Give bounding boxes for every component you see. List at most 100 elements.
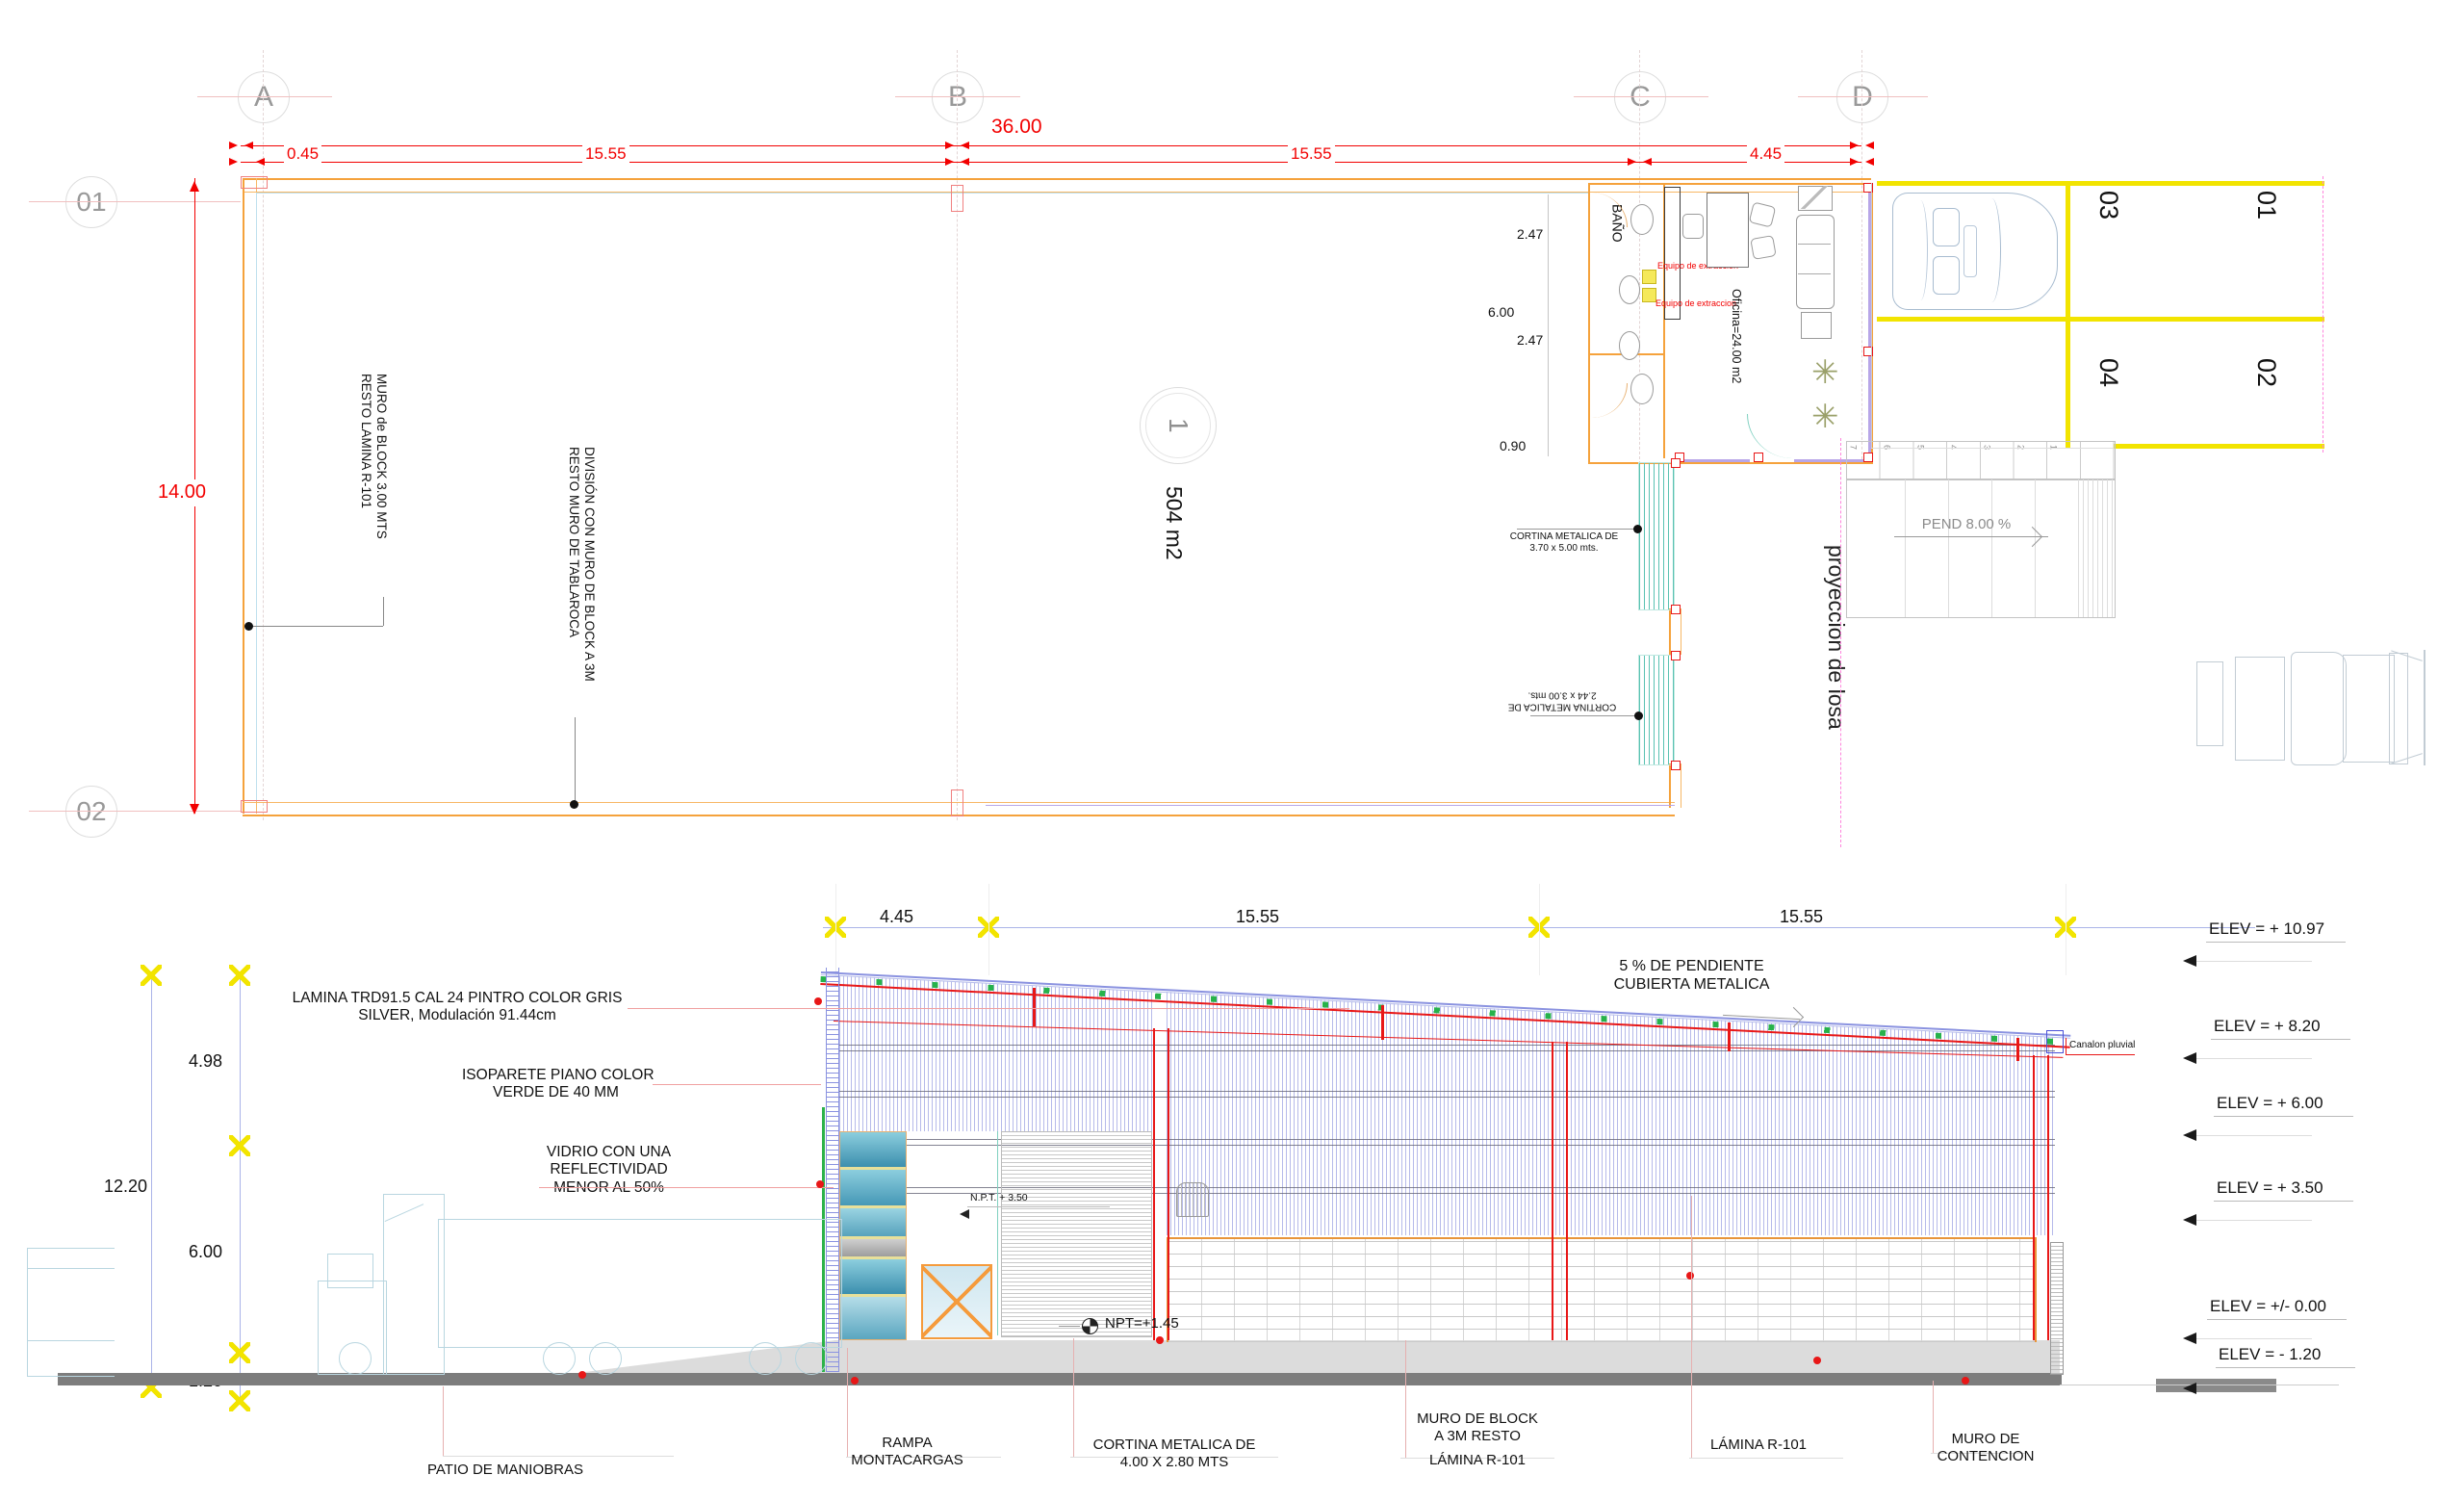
car-top-view — [1890, 191, 2060, 312]
label-line: A 3M RESTO — [1434, 1427, 1521, 1444]
chair — [1682, 214, 1704, 239]
wall-right-seg — [1669, 763, 1681, 808]
grid-bubble-b: B — [932, 71, 984, 123]
elev-arrow-icon — [2183, 1052, 2196, 1064]
toilet-2 — [1619, 331, 1640, 360]
footer-cortina: CORTINA METALICA DE 4.00 X 2.80 MTS — [1070, 1436, 1278, 1470]
block-wall — [1167, 1237, 2037, 1342]
note-line: SILVER, Modulación 91.44cm — [358, 1007, 556, 1024]
elev-dim-total: 12.20 — [104, 1177, 148, 1198]
shaft — [1664, 187, 1681, 320]
grid-bubble-a: A — [238, 71, 290, 123]
dim-mark — [229, 1135, 250, 1156]
roof-stub — [1033, 988, 1036, 1026]
grid-label: 02 — [76, 796, 107, 826]
note-line: CUBIERTA METALICA — [1613, 975, 1770, 993]
column — [1552, 1042, 1568, 1340]
extraction-label-1: Equipo de extraccion — [1657, 261, 1739, 271]
glass-curtainwall — [839, 1131, 907, 1340]
note-pendiente: 5 % DE PENDIENTE CUBIERTA METALICA — [1578, 958, 1805, 995]
elev-arrow-icon — [2183, 1129, 2196, 1141]
truck-partial — [27, 1248, 115, 1377]
parking-spot-02: 02 — [2251, 358, 2281, 388]
elev-arrow-icon — [2183, 1333, 2196, 1344]
label-line: CORTINA METALICA DE — [1509, 531, 1619, 542]
note-line: VIDRIO CON UNA — [546, 1144, 672, 1160]
ground-line — [58, 1373, 2062, 1385]
roof-stub — [1381, 1005, 1384, 1040]
section-marker-outer — [1140, 387, 1217, 464]
extraction-unit-1 — [1642, 270, 1656, 284]
stairs — [1846, 441, 2116, 480]
level-marker-icon — [1082, 1318, 1098, 1334]
elev-dim: 6.00 — [189, 1242, 223, 1263]
column-symbol — [241, 176, 268, 189]
label-line: 2.44 x 3.00 mts. — [1527, 689, 1597, 701]
column — [1153, 1028, 1169, 1340]
elev-dim: 4.98 — [189, 1051, 223, 1073]
elev-mark: ELEV = + 8.20 — [2214, 1017, 2321, 1035]
retaining-wall — [2050, 1242, 2064, 1375]
wall-left — [243, 178, 257, 814]
truck-side-view — [318, 1165, 842, 1377]
parking-line — [2066, 181, 2070, 448]
roof-stub — [2016, 1038, 2019, 1061]
dim-seg: 15.55 — [582, 144, 629, 165]
npt-350: N.P.T. + 3.50 — [970, 1192, 1028, 1203]
npt-arrow — [955, 1209, 969, 1219]
toilet-1 — [1619, 275, 1640, 304]
note-line: VERDE DE 40 MM — [493, 1084, 619, 1101]
truck-top-view — [2196, 631, 2464, 779]
office-partition — [1663, 185, 1665, 458]
note-line: RESTO MURO DE TABLAROCA — [566, 447, 581, 638]
note-muro-block: MURO de BLOCK 3.00 MTS RESTO LAMINA R-10… — [358, 374, 389, 539]
parking-line — [1877, 181, 2324, 186]
elev-mark: ELEV = + 3.50 — [2217, 1178, 2323, 1197]
office-area-label: Oficina=24.00 m2 — [1729, 289, 1743, 384]
footer-lamina: LÁMINA R-101 — [1709, 1436, 1808, 1453]
footer-contencion: MURO DE CONTENCION — [1911, 1431, 2061, 1464]
dim-seg: 15.55 — [1288, 144, 1335, 165]
tread-number: 3 — [1982, 445, 1992, 451]
tread-number: 5 — [1915, 445, 1926, 451]
wall-right-seg — [1669, 608, 1681, 655]
note-line: 5 % DE PENDIENTE — [1619, 958, 1764, 974]
cortina-strip-1 — [1638, 462, 1675, 610]
label-line: 3.70 x 5.00 mts. — [1529, 542, 1599, 554]
footer-muro-block: MURO DE BLOCK A 3M RESTO LÁMINA R-101 — [1400, 1410, 1554, 1469]
parking-line — [1877, 317, 2324, 322]
tread-number: 4 — [1948, 445, 1959, 451]
tread-number: 1 — [2048, 445, 2059, 451]
grid-bubble-01: 01 — [65, 176, 117, 228]
mullion-strip — [826, 968, 839, 1372]
ramp — [1846, 479, 2116, 618]
sofa — [1796, 215, 1835, 309]
dim-mark — [229, 1390, 250, 1411]
section-number: 1 — [1164, 418, 1194, 433]
dim-seg: 0.45 — [284, 144, 322, 165]
grid-label: 01 — [76, 187, 107, 217]
dim-left: 14.00 — [156, 479, 209, 506]
parking-spot-04: 04 — [2093, 358, 2123, 388]
cortina-door-elev — [1001, 1131, 1152, 1337]
canalon-label: Canalon pluvial — [2069, 1040, 2136, 1050]
note-lamina: LAMINA TRD91.5 CAL 24 PINTRO COLOR GRIS … — [289, 990, 626, 1025]
parking-line — [2114, 444, 2324, 449]
elev-dim: 15.55 — [1776, 907, 1828, 928]
desk — [1707, 193, 1749, 268]
label-line: CORTINA METALICA DE — [1092, 1436, 1256, 1453]
tread-number: 2 — [2015, 445, 2026, 451]
note-isoparete: ISOPARETE PIANO COLOR VERDE DE 40 MM — [462, 1067, 654, 1102]
office-dim: 2.47 — [1517, 332, 1544, 348]
note-line: DIVISIÓN CON MURO DE BLOCK A 3M — [581, 447, 597, 682]
wall-top — [243, 178, 1871, 193]
office-dim: 0.90 — [1500, 438, 1527, 453]
roof-stub — [1728, 1022, 1731, 1051]
tread-number: 6 — [1882, 445, 1892, 451]
grid-bubble-d: D — [1836, 71, 1888, 123]
elev-mark: ELEV = + 10.97 — [2209, 919, 2325, 938]
dim-overall: 36.00 — [991, 116, 1042, 138]
area-label: 504 m2 — [1162, 486, 1188, 560]
parking-spot-03: 03 — [2093, 191, 2123, 220]
parking-spot-01: 01 — [2251, 191, 2281, 220]
